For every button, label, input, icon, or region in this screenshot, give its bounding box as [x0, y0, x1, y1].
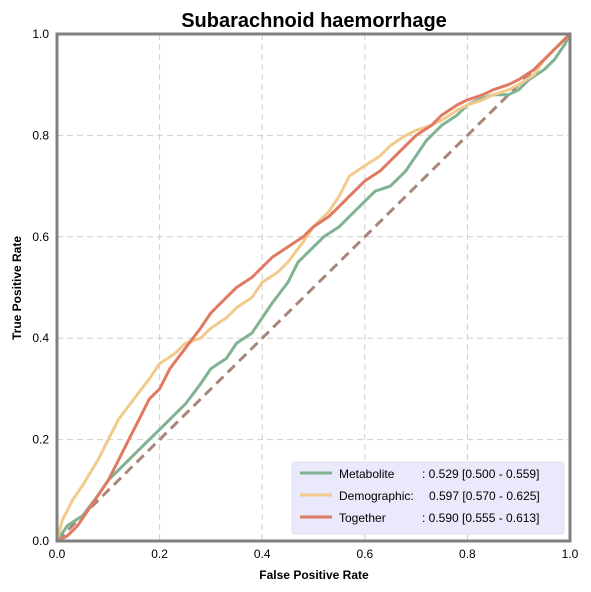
y-tick-label: 0.6 [32, 230, 49, 244]
chance-diagonal-line [55, 32, 572, 543]
y-tick-label: 0.4 [32, 331, 49, 345]
legend-value-demographic: 0.597 [0.570 - 0.625] [429, 489, 540, 503]
chart-title: Subarachnoid haemorrhage [181, 10, 447, 32]
x-axis-label: False Positive Rate [259, 568, 369, 582]
x-tick-label: 0.6 [356, 547, 373, 561]
legend-label-demographic: Demographic: [339, 489, 414, 503]
y-tick-label: 0.8 [32, 128, 49, 142]
legend-label-metabolite: Metabolite [339, 467, 395, 481]
series-lines [55, 32, 572, 543]
grid [57, 34, 570, 541]
y-axis-label: True Positive Rate [10, 236, 24, 340]
series-line-demographic [55, 32, 572, 543]
legend-value-together: : 0.590 [0.555 - 0.613] [422, 511, 539, 525]
legend: Metabolite : 0.529 [0.500 - 0.559] Demogra… [291, 461, 565, 535]
legend-value-metabolite: : 0.529 [0.500 - 0.559] [422, 467, 539, 481]
plot-frame [55, 32, 572, 543]
legend-label-together: Together [339, 511, 386, 525]
series-line-together [55, 32, 572, 543]
legend-box [291, 461, 565, 535]
x-tick-label: 1.0 [562, 547, 579, 561]
x-tick-labels: 0.0 0.2 0.4 0.6 0.8 1.0 [49, 547, 579, 561]
y-tick-label: 0.2 [32, 433, 49, 447]
x-tick-label: 0.0 [49, 547, 66, 561]
x-tick-label: 0.2 [151, 547, 168, 561]
y-tick-label: 1.0 [32, 27, 49, 41]
x-tick-label: 0.8 [459, 547, 476, 561]
y-tick-labels: 0.0 0.2 0.4 0.6 0.8 1.0 [32, 27, 49, 548]
y-tick-label: 0.0 [32, 534, 49, 548]
x-tick-label: 0.4 [254, 547, 271, 561]
